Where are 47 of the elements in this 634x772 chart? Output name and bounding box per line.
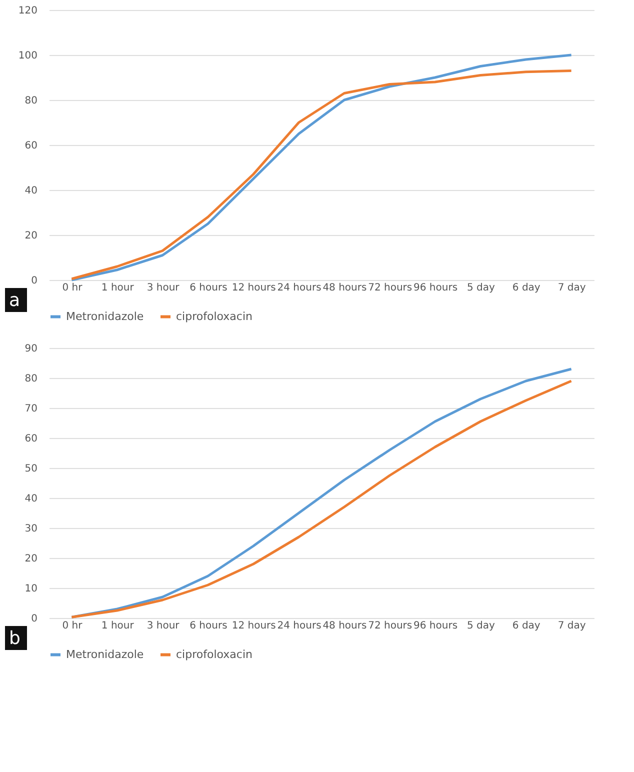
y-tick-label: 20: [24, 554, 38, 564]
x-tick-label: 72 hours: [368, 620, 412, 632]
y-tick-label: 40: [24, 186, 38, 196]
y-tick-label: 60: [24, 140, 38, 152]
x-tick-label: 3 hour: [146, 282, 180, 294]
x-tick-label: 96 hours: [414, 282, 458, 294]
x-tick-label: 96 hours: [414, 620, 458, 632]
x-tick-label: 0 hr: [62, 620, 84, 632]
legend-label: Metronidazole: [66, 648, 144, 661]
y-tick-label: 20: [24, 230, 38, 242]
text: b: [9, 628, 20, 649]
y-tick-label: 50: [24, 464, 38, 474]
x-tick-label: 0 hr: [62, 282, 84, 294]
y-tick-label: 100: [18, 50, 38, 62]
y-tick-label: 10: [24, 584, 38, 594]
x-tick-label: 5 day: [466, 620, 496, 632]
y-tick-label: 60: [24, 434, 38, 444]
x-tick-label: 24 hours: [277, 282, 322, 294]
x-tick-label: 1 hour: [101, 282, 135, 294]
x-tick-label: 12 hours: [232, 620, 276, 632]
x-tick-label: 3 hour: [146, 620, 180, 632]
x-tick-label: 6 hours: [190, 282, 228, 294]
y-tick-label: 80: [24, 96, 38, 106]
text: a: [9, 290, 20, 311]
legend-label: ciprofoloxacin: [176, 648, 252, 661]
x-tick-label: 48 hours: [322, 282, 367, 294]
y-tick-label: 30: [24, 524, 38, 534]
x-tick-label: 12 hours: [232, 282, 276, 294]
y-tick-label: 80: [24, 374, 38, 384]
legend-label: Metronidazole: [66, 310, 144, 323]
x-tick-label: 72 hours: [368, 282, 412, 294]
x-tick-label: 7 day: [558, 620, 586, 632]
y-tick-label: 120: [18, 6, 38, 16]
y-tick-label: 40: [24, 494, 38, 504]
x-tick-label: 6 hours: [190, 620, 228, 632]
x-tick-label: 48 hours: [322, 620, 367, 632]
x-tick-label: 1 hour: [101, 620, 135, 632]
x-tick-label: 7 day: [558, 282, 586, 294]
y-tick-label: 0: [31, 276, 38, 286]
legend-label: ciprofoloxacin: [176, 310, 252, 323]
y-tick-label: 0: [31, 614, 38, 624]
y-tick-label: 70: [24, 404, 38, 414]
x-tick-label: 6 day: [512, 620, 540, 632]
x-tick-label: 6 day: [512, 282, 540, 294]
x-tick-label: 24 hours: [277, 620, 322, 632]
x-tick-label: 5 day: [466, 282, 496, 294]
y-tick-label: 90: [24, 344, 38, 354]
